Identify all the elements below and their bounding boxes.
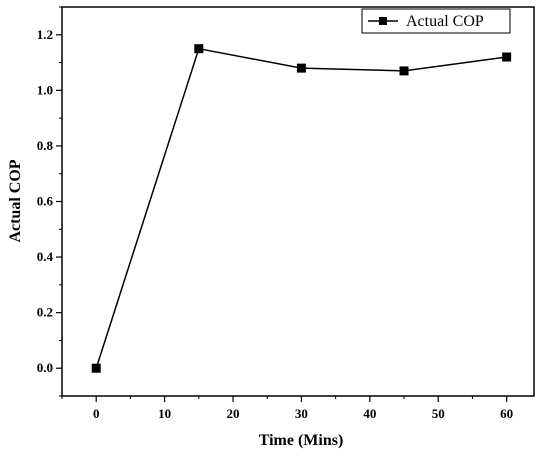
y-tick-label: 0.4 [37, 249, 54, 264]
y-tick-label: 0.8 [37, 138, 54, 153]
data-point [91, 363, 101, 373]
x-tick-label: 10 [158, 406, 171, 421]
data-point [399, 66, 409, 76]
series-layer [91, 44, 512, 373]
x-tick-label: 60 [500, 406, 513, 421]
data-point [296, 63, 306, 73]
legend: Actual COP [361, 8, 511, 34]
legend-marker-swatch [379, 17, 387, 25]
x-tick-label: 0 [93, 406, 100, 421]
x-tick-label: 40 [363, 406, 376, 421]
y-tick-label: 0.2 [37, 305, 53, 320]
y-axis: 0.0 0.2 0.4 0.6 0.8 1.0 1.2 [37, 6, 62, 397]
x-tick-label: 20 [227, 406, 240, 421]
x-tick-label: 50 [432, 406, 445, 421]
x-tick-label: 30 [295, 406, 308, 421]
y-tick-label: 1.0 [37, 82, 53, 97]
data-point [194, 44, 204, 54]
legend-label: Actual COP [406, 13, 484, 30]
y-tick-label: 0.0 [37, 360, 53, 375]
data-point [502, 52, 512, 62]
series-line [95, 47, 507, 369]
y-tick-label: 0.6 [37, 194, 54, 209]
y-tick-label: 1.2 [37, 27, 53, 42]
x-axis-title: Time (Mins) [259, 432, 344, 449]
y-axis-title: Actual COP [7, 159, 24, 242]
x-axis: 0 10 20 30 40 50 60 [61, 396, 513, 421]
